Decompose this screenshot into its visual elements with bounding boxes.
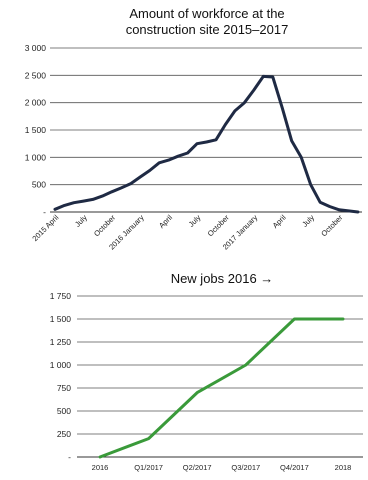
chart2-x-tick-label: Q1/2017	[134, 463, 163, 472]
chart1-y-tick-label: 2 500	[25, 70, 47, 80]
chart1-x-tick-label: October	[206, 213, 232, 239]
chart1-y-tick-label: 1 000	[25, 152, 47, 162]
chart1-y-tick-label: -	[43, 207, 46, 217]
chart2-y-tick-label: 1 500	[50, 314, 72, 324]
chart2-title: New jobs 2016 →	[171, 271, 274, 286]
chart2-x-tick-label: Q2/2017	[183, 463, 212, 472]
chart2-x-tick-label: Q3/2017	[231, 463, 260, 472]
chart1-x-tick-label: April	[271, 213, 288, 230]
workforce-line-chart: - 500 1 000 1 500 2 000 2 500 3 000 2015 April J…	[25, 43, 362, 252]
chart2-x-tick-label: 2018	[335, 463, 352, 472]
chart1-x-tick-label: October	[319, 213, 345, 239]
chart2-series-line	[98, 317, 345, 459]
chart2-y-tick-label: 1 000	[50, 360, 72, 370]
chart2-y-tick-label: 500	[57, 406, 71, 416]
chart1-series-line	[53, 74, 360, 214]
chart1-x-tick-label: July	[187, 213, 203, 229]
chart1-x-tick-label: July	[73, 213, 89, 229]
chart2-y-tick-label: -	[68, 452, 71, 462]
chart1-title-line2: construction site 2015–2017	[126, 22, 289, 37]
chart2-y-tick-label: 1 750	[50, 291, 72, 301]
chart1-y-tick-label: 1 500	[25, 125, 47, 135]
chart1-y-tick-label: 3 000	[25, 43, 47, 53]
chart1-x-tick-label: October	[92, 213, 118, 239]
chart1-y-tick-label: 2 000	[25, 98, 47, 108]
chart1-x-tick-label: April	[157, 213, 174, 230]
chart1-y-tick-label: 500	[32, 180, 46, 190]
chart2-x-tick-label: Q4/2017	[280, 463, 309, 472]
chart1-x-tick-label: July	[300, 213, 316, 229]
chart2-y-tick-label: 750	[57, 383, 71, 393]
chart2-y-tick-label: 250	[57, 429, 71, 439]
chart2-y-tick-label: 1 250	[50, 337, 72, 347]
chart1-title-line1: Amount of workforce at the	[129, 6, 284, 21]
new-jobs-line-chart: - 250 500 750 1 000 1 250 1 500 1 750 2016 Q1/201…	[50, 291, 363, 472]
chart2-x-tick-label: 2016	[92, 463, 109, 472]
chart1-x-tick-label: 2015 April	[30, 213, 60, 243]
